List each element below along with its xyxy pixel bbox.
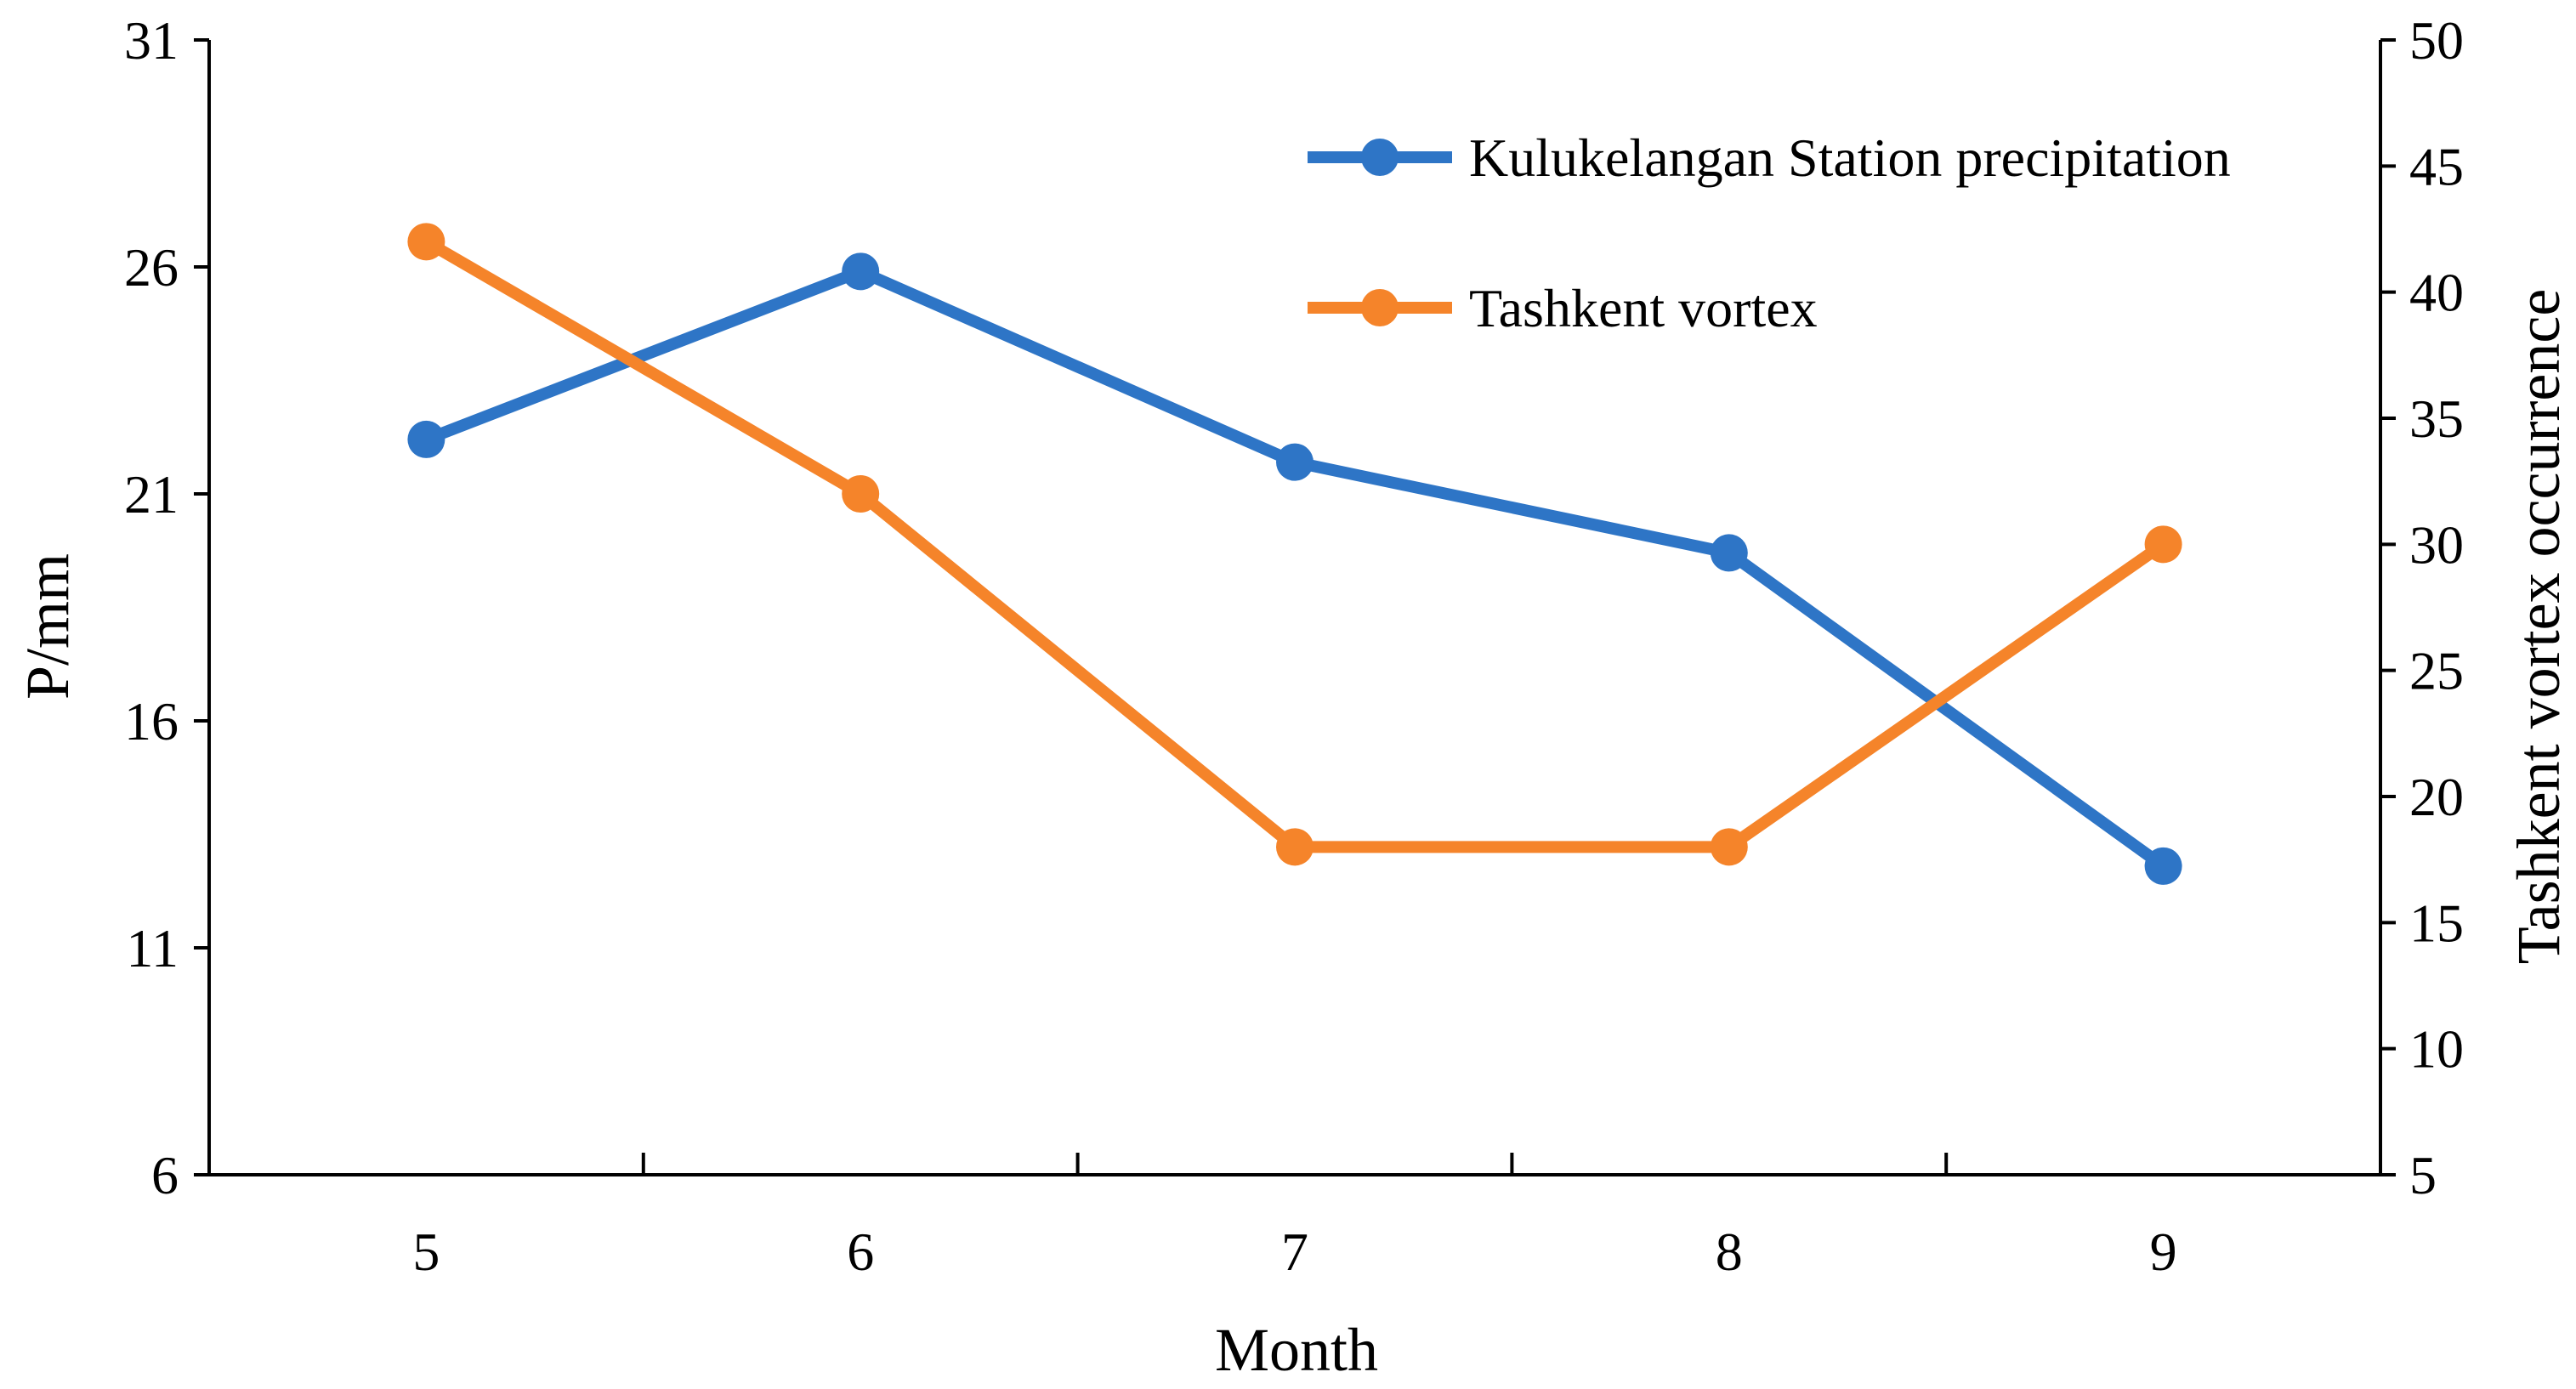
data-point: [407, 420, 445, 458]
y-right-tick-label: 10: [2409, 1019, 2464, 1080]
y-left-tick-label: 16: [124, 691, 179, 751]
data-point: [1710, 534, 1748, 572]
data-point: [407, 223, 445, 261]
data-point: [2144, 847, 2182, 885]
axes-group: [207, 40, 2382, 1176]
data-point: [2144, 525, 2182, 564]
y-left-tick-label: 6: [151, 1145, 179, 1205]
y-left-tick-label: 26: [124, 237, 179, 298]
y-left-tick-label: 11: [126, 918, 179, 978]
legend: Kulukelangan Station precipitation Tashke…: [1308, 128, 2231, 338]
right-ticks: 5 10 15 20 25 30 35 40 45 50: [2380, 10, 2464, 1205]
y-right-tick-label: 45: [2409, 136, 2464, 196]
data-point: [1276, 443, 1314, 481]
data-point: [842, 475, 880, 513]
legend-label: Kulukelangan Station precipitation: [1469, 128, 2231, 188]
y-right-tick-label: 30: [2409, 514, 2464, 575]
y-right-tick-label: 40: [2409, 263, 2464, 323]
x-tick-label: 8: [1716, 1222, 1743, 1282]
x-tick-label: 5: [412, 1222, 440, 1282]
left-ticks: 6 11 16 21 26 31: [124, 10, 209, 1205]
y-right-tick-label: 50: [2409, 10, 2464, 71]
x-axis-title: Month: [1215, 1316, 1378, 1384]
x-tick-label: 6: [847, 1222, 874, 1282]
y-left-tick-label: 31: [124, 10, 179, 71]
data-point: [1710, 828, 1748, 866]
legend-label: Tashkent vortex: [1469, 278, 1818, 338]
x-ticks: 5 6 7 8 9: [412, 1153, 2177, 1282]
y-right-tick-label: 25: [2409, 641, 2464, 701]
y-right-tick-label: 35: [2409, 388, 2464, 449]
data-point: [842, 252, 880, 291]
y-left-tick-label: 21: [124, 464, 179, 524]
y-axis-left-title: P/mm: [14, 553, 82, 700]
series-line-precipitation: [423, 265, 2167, 871]
y-axis-right-title: Tashkent vortex occurrence: [2505, 289, 2573, 965]
legend-swatch-marker: [1361, 289, 1399, 326]
data-point: [1276, 828, 1314, 866]
y-right-tick-label: 20: [2409, 767, 2464, 827]
x-tick-label: 7: [1281, 1222, 1308, 1282]
x-tick-label: 9: [2150, 1222, 2177, 1282]
series-group: [407, 223, 2182, 885]
y-right-tick-label: 15: [2409, 893, 2464, 953]
y-right-tick-label: 5: [2409, 1145, 2437, 1205]
legend-swatch-marker: [1361, 139, 1399, 176]
